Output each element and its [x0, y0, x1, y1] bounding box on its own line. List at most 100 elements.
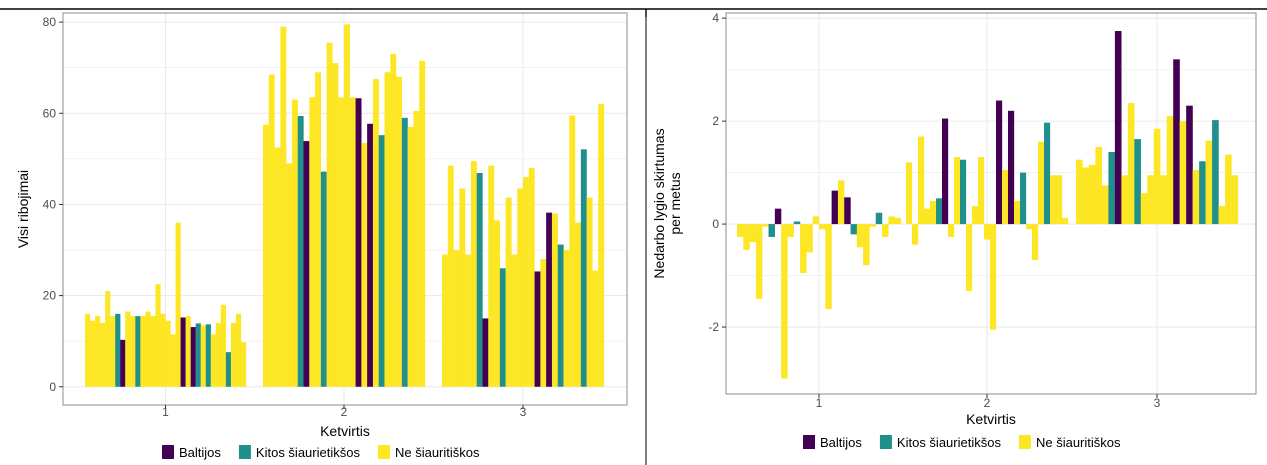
y-tick-label: 40 — [43, 197, 57, 211]
bar — [1038, 141, 1045, 225]
bar — [1095, 146, 1103, 225]
bar — [1231, 175, 1239, 225]
bar — [551, 213, 558, 387]
bar — [482, 318, 489, 387]
bar — [150, 316, 156, 387]
bars — [85, 24, 605, 387]
bar — [888, 216, 895, 225]
bar — [505, 197, 512, 387]
bar — [918, 136, 925, 225]
bar — [1218, 206, 1226, 225]
bar — [1127, 103, 1135, 225]
bar — [1192, 170, 1200, 225]
bar — [737, 224, 744, 237]
bars — [737, 31, 1239, 379]
bar — [494, 220, 501, 387]
y-tick-label: -2 — [708, 320, 719, 334]
bar — [274, 147, 281, 387]
bar — [372, 79, 379, 387]
bar — [960, 159, 967, 225]
x-tick-label: 2 — [984, 396, 991, 410]
bar — [100, 322, 106, 387]
bar — [1160, 175, 1167, 225]
legend-swatch — [879, 435, 892, 449]
bar — [332, 63, 339, 387]
y-tick-label: 60 — [43, 106, 57, 120]
bar — [528, 167, 535, 387]
bar — [200, 325, 206, 387]
bar — [1056, 175, 1063, 225]
bar — [924, 208, 931, 225]
bar — [580, 149, 587, 387]
bar — [1114, 31, 1122, 225]
bar — [185, 316, 191, 387]
bar — [210, 334, 216, 387]
bar — [413, 111, 420, 387]
bar — [1134, 139, 1141, 225]
bar — [320, 171, 327, 387]
bar — [268, 74, 275, 387]
bar — [315, 72, 322, 387]
bar — [1044, 122, 1051, 225]
bar — [326, 42, 333, 387]
bar — [361, 142, 368, 387]
bar — [869, 224, 876, 227]
bar — [948, 224, 955, 237]
bar — [1166, 115, 1174, 225]
bar — [309, 97, 316, 387]
bar — [1205, 140, 1213, 225]
bar — [546, 212, 553, 387]
bar — [831, 190, 839, 225]
bar — [1147, 175, 1154, 225]
bar — [819, 224, 826, 230]
bar — [130, 316, 136, 387]
bar — [1140, 193, 1148, 225]
bar — [749, 224, 757, 243]
bar — [534, 271, 541, 387]
bar — [768, 224, 775, 237]
y-tick-label: 80 — [43, 15, 57, 29]
bar — [499, 268, 506, 387]
bar — [190, 327, 196, 387]
y-tick-label: 0 — [49, 380, 56, 394]
bar — [367, 123, 374, 387]
bar — [1179, 121, 1187, 225]
bar — [894, 217, 902, 225]
bar — [390, 54, 397, 387]
legend: Baltijos Kitos šiaurietikšos Ne šiauritišk… — [162, 445, 480, 460]
left-chart: 0 20 40 60 80 1 2 3 Ketvirtis Visi ribojimai Balti… — [15, 12, 628, 460]
bar — [160, 313, 166, 387]
bar — [1212, 120, 1219, 225]
x-tick-label: 3 — [1154, 396, 1161, 410]
bar — [407, 126, 414, 387]
bar — [575, 222, 582, 387]
bar — [459, 188, 466, 387]
legend-label: Baltijos — [820, 435, 862, 450]
y-tick-label: 4 — [712, 11, 719, 25]
y-tick-label: 2 — [712, 114, 719, 128]
bar — [225, 352, 232, 387]
bar — [972, 206, 979, 225]
legend: Baltijos Kitos šiaurietikšos Ne šiauritišk… — [803, 435, 1121, 450]
bar — [240, 342, 247, 387]
bar — [378, 135, 385, 387]
bar — [165, 320, 171, 387]
legend-swatch — [238, 445, 251, 459]
bar — [1062, 217, 1069, 225]
bar — [1121, 175, 1128, 225]
bar — [396, 76, 403, 387]
bar — [442, 254, 448, 387]
bar — [984, 224, 991, 240]
bar — [291, 99, 298, 387]
bar — [1225, 154, 1232, 225]
x-tick-label: 2 — [341, 405, 348, 419]
bar — [1008, 110, 1015, 225]
legend-swatch — [377, 445, 390, 459]
bar — [793, 221, 801, 225]
bar — [175, 222, 181, 387]
bar — [781, 224, 788, 379]
legend-swatch — [1018, 435, 1031, 449]
legend-label: Baltijos — [179, 445, 221, 460]
bar — [1108, 152, 1116, 225]
bar — [447, 165, 454, 387]
